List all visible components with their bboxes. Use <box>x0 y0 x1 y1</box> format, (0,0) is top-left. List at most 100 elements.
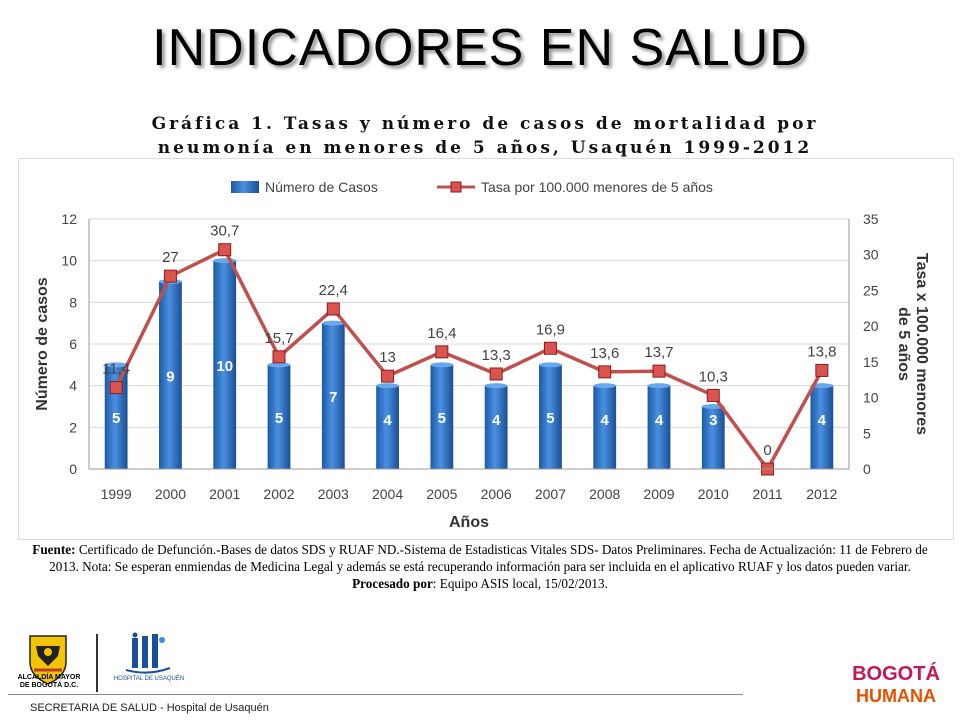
rate-point <box>381 369 395 383</box>
bar-value-label: 4 <box>655 412 664 429</box>
x-tick-label: 2007 <box>535 486 566 502</box>
bar-value-label: 4 <box>818 412 827 429</box>
bar <box>701 406 725 469</box>
bar <box>159 281 182 469</box>
rate-value-label: 13,6 <box>590 345 619 362</box>
rate-value-label: 27 <box>162 249 179 266</box>
y2-axis-title-line-1: Tasa x 100.000 menores <box>913 253 930 435</box>
combo-chart: 5 9 10 5 7 4 5 4 5 4 4 3 4 11,4 27 30,7 15,7 22,4 13 16,4 13… <box>34 179 930 531</box>
bar <box>647 385 671 469</box>
bogota-logo-line-2: HUMANA <box>856 686 936 706</box>
rate-value-label: 16,9 <box>536 321 565 338</box>
bogota-logo-line-1: BOGOTÁ <box>852 662 940 685</box>
bar-value-label: 5 <box>275 410 283 427</box>
bar-value-label: 4 <box>492 412 501 429</box>
bogota-coat-of-arms-icon <box>29 635 67 685</box>
rate-value-label: 13,7 <box>644 344 673 361</box>
bar <box>321 323 345 469</box>
y-axis-title: Número de casos <box>34 277 51 410</box>
chart-heading-line-2: neumonía en menores de 5 años, Usaquén 1… <box>157 138 813 158</box>
y2-tick-label: 5 <box>863 425 871 441</box>
y2-tick-label: 10 <box>863 390 879 406</box>
rate-point <box>435 345 449 359</box>
alcaldia-logo-text: ALCALDÍA MAYOR DE BOGOTÁ D.C. <box>17 674 81 689</box>
y-tick-label: 12 <box>61 211 77 227</box>
bar <box>810 385 834 469</box>
bar <box>430 364 454 469</box>
bogota-humana-logo-icon: BOGOTÁ HUMANA <box>852 662 940 706</box>
legend-bar-label: Número de Casos <box>265 179 378 195</box>
bar-value-label: 5 <box>438 410 446 427</box>
rate-point <box>652 364 666 378</box>
footer-divider <box>8 694 743 695</box>
source-note: Fuente: Certificado de Defunción.-Bases … <box>22 541 938 592</box>
rate-point <box>163 269 177 283</box>
legend-line-label: Tasa por 100.000 menores de 5 años <box>481 179 713 195</box>
page-title: INDICADORES EN SALUD <box>152 19 808 77</box>
processed-label: Procesado por <box>352 576 433 591</box>
bar-cap <box>104 362 128 368</box>
bar-value-label: 10 <box>216 358 233 375</box>
rate-value-label: 0 <box>763 442 771 459</box>
bar-cap <box>810 383 834 389</box>
hospital-usaquen-logo-icon <box>125 632 171 674</box>
x-tick-label: 2006 <box>481 486 512 502</box>
logo-divider <box>96 634 98 692</box>
y-tick-label: 8 <box>69 294 77 310</box>
legend-bar-swatch <box>231 181 259 193</box>
x-tick-label: 2002 <box>263 486 294 502</box>
processed-text: : Equipo ASIS local, 15/02/2013. <box>432 576 608 591</box>
rate-point <box>489 367 503 381</box>
x-tick-label: 1999 <box>101 486 132 502</box>
y2-tick-label: 15 <box>863 354 879 370</box>
bar-cap <box>484 383 508 389</box>
y2-axis-title-line-2: de 5 años <box>895 307 912 381</box>
legend-line-marker <box>450 181 462 193</box>
rate-point <box>218 243 232 257</box>
bar-cap <box>647 383 671 389</box>
bar-cap <box>376 383 399 389</box>
source-text: Certificado de Defunción.-Bases de datos… <box>49 542 928 574</box>
bar-value-label: 4 <box>601 412 610 429</box>
bar <box>213 260 237 469</box>
rate-point <box>326 302 340 316</box>
bar-cap <box>430 362 454 368</box>
y-tick-label: 2 <box>69 419 77 435</box>
rate-point <box>706 388 720 402</box>
x-tick-label: 2010 <box>698 486 729 502</box>
chart-heading-line-1: Gráfica 1. Tasas y número de casos de mo… <box>151 114 819 134</box>
y2-tick-label: 25 <box>863 282 879 298</box>
rate-point <box>543 341 557 355</box>
rate-point <box>109 381 123 395</box>
chart-heading: Gráfica 1. Tasas y número de casos de mo… <box>120 112 850 160</box>
x-tick-label: 2001 <box>209 486 240 502</box>
rate-value-label: 22,4 <box>319 282 348 299</box>
x-tick-label: 2005 <box>426 486 457 502</box>
rate-value-label: 16,4 <box>427 325 456 342</box>
x-tick-label: 2012 <box>806 486 837 502</box>
x-tick-label: 2008 <box>589 486 620 502</box>
y2-tick-label: 20 <box>863 318 879 334</box>
rate-value-label: 15,7 <box>264 330 293 347</box>
bar <box>539 364 562 469</box>
bar <box>484 385 508 469</box>
rate-value-label: 11,4 <box>102 361 130 378</box>
y-tick-label: 10 <box>61 253 77 269</box>
y-tick-label: 0 <box>69 461 77 477</box>
bar-value-label: 9 <box>166 368 174 385</box>
x-tick-label: 2011 <box>753 486 783 502</box>
y2-tick-label: 35 <box>863 211 879 227</box>
x-tick-label: 2000 <box>155 486 186 502</box>
chart-area: 5 9 10 5 7 4 5 4 5 4 4 3 4 11,4 27 30,7 15,7 22,4 13 16,4 13… <box>18 158 954 540</box>
rate-value-label: 13 <box>379 349 396 366</box>
x-axis-title: Años <box>449 514 489 531</box>
y2-tick-label: 30 <box>863 247 879 263</box>
rate-point <box>598 365 612 379</box>
y-tick-label: 4 <box>69 378 77 394</box>
bar <box>267 364 291 469</box>
rate-value-label: 30,7 <box>210 223 239 240</box>
bar-value-label: 5 <box>112 410 120 427</box>
bar-cap <box>593 383 617 389</box>
bar-value-label: 5 <box>546 410 554 427</box>
bar-cap <box>539 362 562 368</box>
